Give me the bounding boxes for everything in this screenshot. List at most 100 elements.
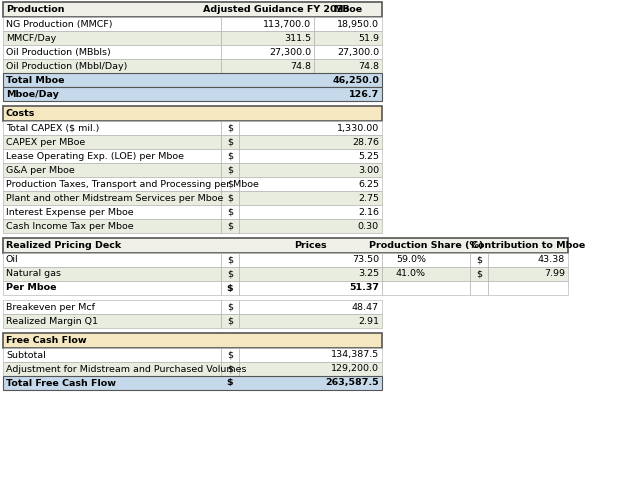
Text: Plant and other Midstream Services per Mboe: Plant and other Midstream Services per M… <box>6 194 223 203</box>
Bar <box>221 121 239 135</box>
Text: 113,700.0: 113,700.0 <box>263 20 311 29</box>
Text: Prices: Prices <box>294 241 327 250</box>
Text: $: $ <box>227 221 233 230</box>
Text: 134,387.5: 134,387.5 <box>331 350 379 359</box>
Bar <box>3 2 382 17</box>
Bar <box>239 149 382 163</box>
Bar <box>221 149 239 163</box>
Text: Production Taxes, Transport and Processing per Mboe: Production Taxes, Transport and Processi… <box>6 180 259 188</box>
Text: 51.37: 51.37 <box>349 283 379 293</box>
Text: Adjusted Guidance FY 2023: Adjusted Guidance FY 2023 <box>203 5 350 14</box>
Text: MMCF/Day: MMCF/Day <box>6 33 56 43</box>
Text: 46,250.0: 46,250.0 <box>332 76 379 85</box>
Text: Mboe: Mboe <box>333 5 363 14</box>
Text: 3.00: 3.00 <box>358 165 379 174</box>
Bar <box>3 177 221 191</box>
Bar <box>3 205 221 219</box>
Text: Contribution to Mboe: Contribution to Mboe <box>471 241 585 250</box>
Bar <box>3 163 221 177</box>
Text: Natural gas: Natural gas <box>6 270 61 279</box>
Bar <box>470 253 488 267</box>
Text: $: $ <box>227 303 233 312</box>
Bar <box>3 59 221 73</box>
Bar <box>239 121 382 135</box>
Bar <box>3 253 221 267</box>
Text: Subtotal: Subtotal <box>6 350 45 359</box>
Text: $: $ <box>227 180 233 188</box>
Text: NG Production (MMCF): NG Production (MMCF) <box>6 20 113 29</box>
Bar <box>314 31 382 45</box>
Text: $: $ <box>227 138 233 146</box>
Text: Lease Operating Exp. (LOE) per Mboe: Lease Operating Exp. (LOE) per Mboe <box>6 152 184 161</box>
Text: Total Mboe: Total Mboe <box>6 76 65 85</box>
Text: Total Free Cash Flow: Total Free Cash Flow <box>6 379 116 388</box>
Text: 126.7: 126.7 <box>349 89 379 98</box>
Bar <box>3 31 221 45</box>
Text: CAPEX per MBoe: CAPEX per MBoe <box>6 138 85 146</box>
Text: 6.25: 6.25 <box>358 180 379 188</box>
Bar <box>3 376 382 390</box>
Bar <box>239 205 382 219</box>
Bar <box>221 205 239 219</box>
Bar <box>239 177 382 191</box>
Bar <box>239 135 382 149</box>
Text: Mboe/Day: Mboe/Day <box>6 89 59 98</box>
Bar <box>382 267 470 281</box>
Bar <box>221 45 314 59</box>
Bar <box>239 191 382 205</box>
Bar <box>221 348 239 362</box>
Text: 3.25: 3.25 <box>358 270 379 279</box>
Text: $: $ <box>227 207 233 217</box>
Text: 41.0%: 41.0% <box>396 270 426 279</box>
Bar <box>221 163 239 177</box>
Bar <box>221 267 239 281</box>
Bar <box>3 17 221 31</box>
Bar <box>488 281 568 295</box>
Text: 2.91: 2.91 <box>358 316 379 326</box>
Bar <box>3 314 221 328</box>
Bar <box>3 333 382 348</box>
Bar <box>221 17 314 31</box>
Text: 0.30: 0.30 <box>358 221 379 230</box>
Text: $: $ <box>227 152 233 161</box>
Bar <box>221 191 239 205</box>
Text: 43.38: 43.38 <box>538 256 565 264</box>
Bar <box>3 121 221 135</box>
Text: 18,950.0: 18,950.0 <box>337 20 379 29</box>
Bar <box>3 106 382 121</box>
Text: Realized Margin Q1: Realized Margin Q1 <box>6 316 98 326</box>
Bar <box>3 73 382 87</box>
Bar <box>221 59 314 73</box>
Bar <box>3 45 221 59</box>
Bar <box>382 281 470 295</box>
Text: 59.0%: 59.0% <box>396 256 426 264</box>
Text: 2.75: 2.75 <box>358 194 379 203</box>
Text: 2.16: 2.16 <box>358 207 379 217</box>
Text: Oil Production (Mbbl/Day): Oil Production (Mbbl/Day) <box>6 62 127 70</box>
Text: 7.99: 7.99 <box>544 270 565 279</box>
Bar <box>3 87 382 101</box>
Text: Per Mboe: Per Mboe <box>6 283 56 293</box>
Bar <box>488 267 568 281</box>
Bar <box>221 281 239 295</box>
Bar <box>314 17 382 31</box>
Text: Production Share (%): Production Share (%) <box>369 241 483 250</box>
Text: Oil: Oil <box>6 256 19 264</box>
Bar <box>221 300 239 314</box>
Bar <box>314 45 382 59</box>
Text: Breakeven per Mcf: Breakeven per Mcf <box>6 303 95 312</box>
Text: $: $ <box>227 379 234 388</box>
Bar <box>239 163 382 177</box>
Bar <box>3 267 221 281</box>
Bar <box>3 300 221 314</box>
Text: 48.47: 48.47 <box>352 303 379 312</box>
Bar <box>221 219 239 233</box>
Text: 27,300.0: 27,300.0 <box>269 47 311 56</box>
Bar <box>221 135 239 149</box>
Text: 51.9: 51.9 <box>358 33 379 43</box>
Text: Interest Expense per Mboe: Interest Expense per Mboe <box>6 207 134 217</box>
Text: Total CAPEX ($ mil.): Total CAPEX ($ mil.) <box>6 123 99 132</box>
Text: $: $ <box>227 270 233 279</box>
Text: $: $ <box>476 270 482 279</box>
Bar <box>314 59 382 73</box>
